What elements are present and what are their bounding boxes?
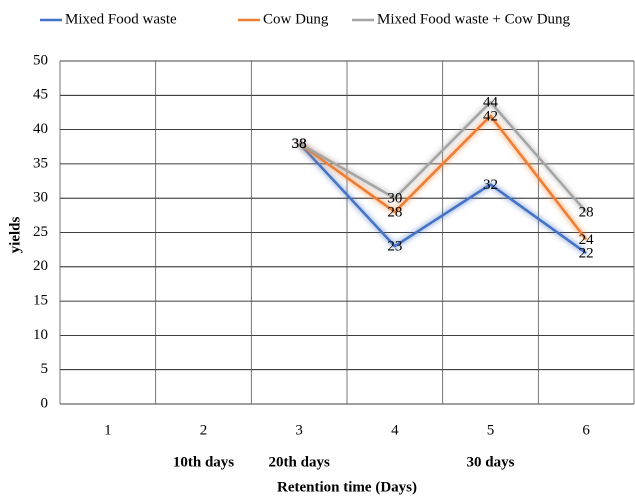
y-tick-label: 10 — [33, 327, 48, 343]
series-line — [298, 100, 588, 213]
legend-label: Mixed Food waste + Cow Dung — [377, 11, 571, 27]
data-label: 38 — [292, 136, 307, 152]
series-line — [298, 142, 587, 255]
y-tick-label: 5 — [41, 361, 49, 377]
x-tick-label: 2 — [200, 422, 208, 438]
data-label: 42 — [483, 108, 498, 124]
x-tick-label: 4 — [391, 422, 399, 438]
data-label: 28 — [579, 204, 594, 220]
y-tick-label: 30 — [33, 190, 48, 206]
legend-label: Cow Dung — [263, 11, 329, 27]
y-tick-label: 15 — [33, 293, 48, 309]
x-axis-label: Retention time (Days) — [277, 479, 417, 495]
x-tick-label: 3 — [295, 422, 303, 438]
data-label: 38 — [292, 136, 307, 152]
y-axis-label: yields — [7, 217, 23, 254]
y-tick-label: 45 — [33, 87, 48, 103]
x-group-label: 30 days — [467, 454, 515, 470]
data-label: 32 — [483, 177, 498, 193]
data-label: 22 — [579, 246, 594, 262]
legend-label: Mixed Food waste — [65, 11, 177, 27]
y-tick-label: 0 — [41, 395, 49, 411]
y-tick-label: 35 — [33, 155, 48, 171]
data-label: 38 — [292, 136, 307, 152]
y-tick-label: 20 — [33, 258, 48, 274]
series-line — [298, 114, 588, 241]
data-label: 28 — [387, 204, 402, 220]
x-tick-label: 1 — [104, 422, 112, 438]
x-tick-label: 5 — [487, 422, 495, 438]
x-group-label: 20th days — [269, 454, 330, 470]
x-group-label: 10th days — [173, 454, 234, 470]
data-label: 30 — [387, 191, 402, 207]
x-tick-label: 6 — [582, 422, 590, 438]
y-tick-label: 40 — [33, 121, 48, 137]
data-label: 23 — [387, 239, 402, 255]
y-tick-label: 50 — [33, 52, 48, 68]
data-label: 24 — [579, 232, 595, 248]
y-tick-label: 25 — [33, 224, 48, 240]
data-label: 44 — [483, 95, 499, 111]
